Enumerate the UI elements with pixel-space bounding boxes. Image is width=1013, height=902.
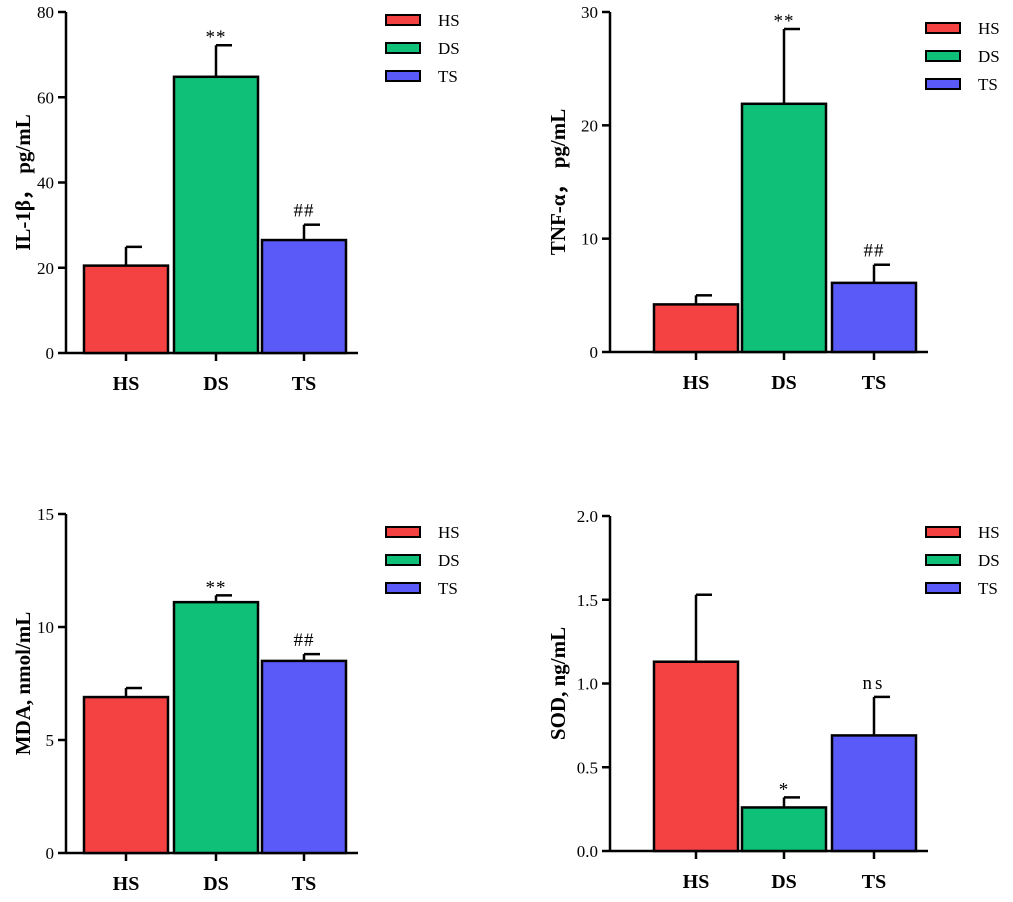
legend-label-ts: TS xyxy=(978,579,998,598)
legend-swatch-ts xyxy=(385,70,421,82)
legend-swatch-ts xyxy=(925,78,961,90)
legend-label-ds: DS xyxy=(978,47,1000,66)
significance-ds: ** xyxy=(774,11,795,32)
y-tick-label: 0.0 xyxy=(577,842,598,861)
bar-hs xyxy=(652,303,740,354)
x-tick-label-ts: TS xyxy=(862,871,886,893)
y-tick-label: 60 xyxy=(37,88,54,107)
y-tick-label: 1.0 xyxy=(577,675,598,694)
significance-ts: ## xyxy=(294,630,315,651)
legend-swatch-ds xyxy=(925,50,961,62)
y-tick-label: 0 xyxy=(46,344,55,363)
chart-mda: 0 5 10 15 MDA, nmol/mL HS DS ** TS ## HS DS TS xyxy=(11,505,460,895)
y-tick-label: 5 xyxy=(46,731,55,750)
chart-panel-sod: 0.0 0.5 1.0 1.5 2.0 SOD, ng/mL HS DS * TS ns HS DS TS xyxy=(506,448,1013,897)
legend-swatch-ds xyxy=(925,554,961,566)
legend-label-hs: HS xyxy=(438,11,460,30)
y-tick-label: 30 xyxy=(581,3,598,22)
significance-ts: ## xyxy=(294,201,315,222)
chart-panel-mda: 0 5 10 15 MDA, nmol/mL HS DS ** TS ## HS DS TS xyxy=(0,448,506,897)
x-tick-label-hs: HS xyxy=(113,373,140,395)
significance-ds: ** xyxy=(206,577,227,598)
x-tick-label-ds: DS xyxy=(203,873,229,895)
y-tick-label: 20 xyxy=(581,116,598,135)
y-axis-label: TNF-α， pg/mL xyxy=(546,109,570,255)
bar-ts xyxy=(260,238,348,355)
bar-ts xyxy=(830,281,918,354)
y-tick-label: 0 xyxy=(590,343,599,362)
legend-swatch-hs xyxy=(925,22,961,34)
x-tick-label-ts: TS xyxy=(292,873,316,895)
legend-swatch-ts xyxy=(385,582,421,594)
legend-label-ts: TS xyxy=(978,75,998,94)
significance-ts: ## xyxy=(864,241,885,262)
y-tick-label: 40 xyxy=(37,174,54,193)
y-tick-label: 2.0 xyxy=(577,507,598,526)
y-tick-label: 0 xyxy=(46,844,55,863)
legend-swatch-hs xyxy=(925,526,961,538)
y-axis-label: IL-1β， pg/mL xyxy=(11,114,35,251)
x-tick-label-ts: TS xyxy=(292,373,316,395)
legend-swatch-hs xyxy=(385,14,421,26)
significance-ds: * xyxy=(779,779,790,800)
chart-tnfa: 0 10 20 30 TNF-α， pg/mL HS DS ** TS ## HS DS TS xyxy=(546,3,1000,394)
y-tick-label: 10 xyxy=(37,618,54,637)
legend-label-hs: HS xyxy=(978,523,1000,542)
y-axis-label: SOD, ng/mL xyxy=(546,627,570,740)
legend-label-ds: DS xyxy=(438,551,460,570)
x-tick-label-hs: HS xyxy=(683,871,710,893)
legend-swatch-hs xyxy=(385,526,421,538)
bar-ds xyxy=(740,806,828,853)
bar-ds xyxy=(740,102,828,354)
legend-swatch-ds xyxy=(385,554,421,566)
significance-ds: ** xyxy=(206,27,227,48)
bar-ts xyxy=(830,734,918,853)
bar-hs xyxy=(652,660,740,853)
x-tick-label-hs: HS xyxy=(113,873,140,895)
legend-label-ts: TS xyxy=(438,67,458,86)
legend-label-hs: HS xyxy=(978,19,1000,38)
y-tick-label: 10 xyxy=(581,230,598,249)
legend-label-hs: HS xyxy=(438,523,460,542)
y-tick-label: 0.5 xyxy=(577,758,598,777)
y-tick-label: 20 xyxy=(37,259,54,278)
chart-panel-il1b: 0 20 40 60 80 IL-1β， pg/mL HS DS ** TS ## HS DS TS xyxy=(0,0,506,448)
legend-swatch-ds xyxy=(385,42,421,54)
legend-label-ds: DS xyxy=(978,551,1000,570)
x-tick-label-ds: DS xyxy=(771,871,797,893)
legend-label-ds: DS xyxy=(438,39,460,58)
significance-ts: ns xyxy=(863,673,886,694)
bar-ts xyxy=(260,659,348,855)
y-tick-label: 1.5 xyxy=(577,591,598,610)
x-tick-label-ds: DS xyxy=(203,373,229,395)
bar-hs xyxy=(82,695,170,855)
legend-label-ts: TS xyxy=(438,579,458,598)
bar-ds xyxy=(172,75,260,355)
x-tick-label-hs: HS xyxy=(683,372,710,394)
legend-swatch-ts xyxy=(925,582,961,594)
chart-panel-tnfa: 0 10 20 30 TNF-α， pg/mL HS DS ** TS ## HS DS TS xyxy=(506,0,1013,448)
y-axis-label: MDA, nmol/mL xyxy=(11,612,35,756)
x-tick-label-ds: DS xyxy=(771,372,797,394)
x-tick-label-ts: TS xyxy=(862,372,886,394)
chart-il1b: 0 20 40 60 80 IL-1β， pg/mL HS DS ** TS ## HS DS TS xyxy=(11,3,460,395)
bar-ds xyxy=(172,600,260,855)
bar-hs xyxy=(82,264,170,355)
chart-sod: 0.0 0.5 1.0 1.5 2.0 SOD, ng/mL HS DS * TS ns HS DS TS xyxy=(546,507,1000,893)
y-tick-label: 15 xyxy=(37,505,54,524)
y-tick-label: 80 xyxy=(37,3,54,22)
